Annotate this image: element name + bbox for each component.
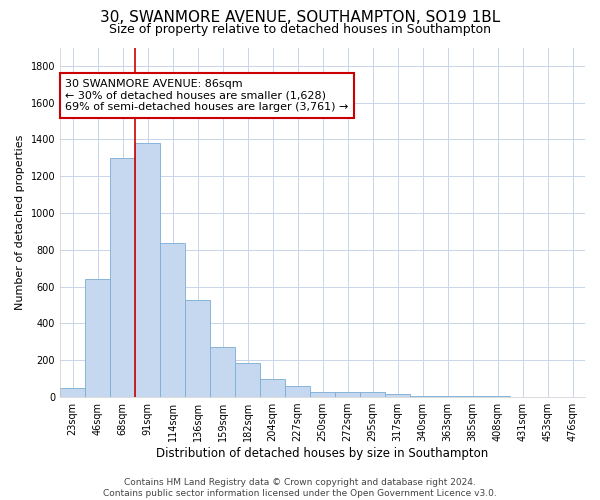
- Text: 30 SWANMORE AVENUE: 86sqm
← 30% of detached houses are smaller (1,628)
69% of se: 30 SWANMORE AVENUE: 86sqm ← 30% of detac…: [65, 79, 349, 112]
- Bar: [335, 392, 360, 397]
- Bar: [110, 158, 135, 397]
- Bar: [485, 396, 510, 397]
- Bar: [210, 348, 235, 397]
- Bar: [135, 143, 160, 397]
- Bar: [260, 378, 285, 397]
- Bar: [360, 392, 385, 397]
- Bar: [310, 392, 335, 397]
- X-axis label: Distribution of detached houses by size in Southampton: Distribution of detached houses by size …: [157, 447, 488, 460]
- Bar: [460, 396, 485, 397]
- Y-axis label: Number of detached properties: Number of detached properties: [15, 134, 25, 310]
- Bar: [285, 386, 310, 397]
- Bar: [60, 388, 85, 397]
- Bar: [385, 394, 410, 397]
- Bar: [85, 280, 110, 397]
- Bar: [235, 363, 260, 397]
- Bar: [185, 300, 210, 397]
- Bar: [410, 396, 435, 397]
- Text: 30, SWANMORE AVENUE, SOUTHAMPTON, SO19 1BL: 30, SWANMORE AVENUE, SOUTHAMPTON, SO19 1…: [100, 10, 500, 25]
- Bar: [160, 242, 185, 397]
- Text: Contains HM Land Registry data © Crown copyright and database right 2024.
Contai: Contains HM Land Registry data © Crown c…: [103, 478, 497, 498]
- Bar: [435, 396, 460, 397]
- Text: Size of property relative to detached houses in Southampton: Size of property relative to detached ho…: [109, 22, 491, 36]
